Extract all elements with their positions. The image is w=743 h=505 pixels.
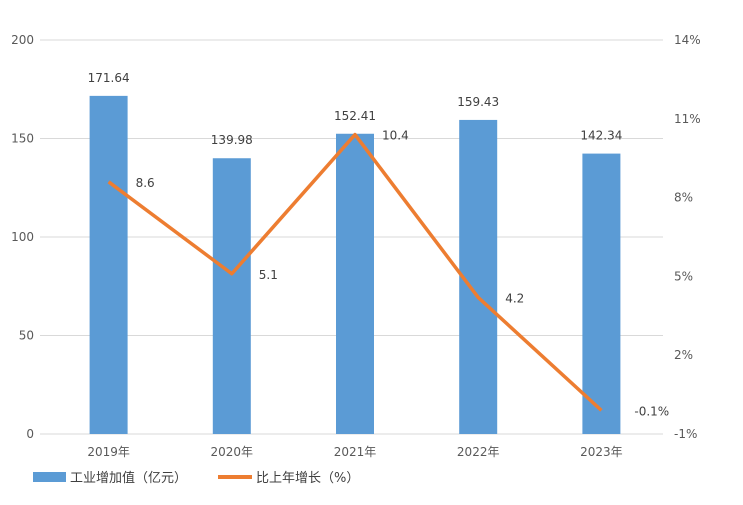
legend-bar-swatch (33, 472, 66, 482)
legend-bar-label: 工业增加值（亿元） (70, 470, 187, 486)
left-axis-tick-label: 0 (26, 427, 34, 441)
right-axis-tick-label: 5% (674, 269, 693, 283)
bar (582, 153, 621, 434)
x-axis-tick-label: 2020年 (211, 445, 254, 459)
bar-data-label: 159.43 (457, 95, 499, 109)
right-axis-tick-label: 8% (674, 191, 693, 205)
x-axis-tick-label: 2019年 (87, 445, 130, 459)
bar (459, 119, 498, 434)
line-data-label: 10.4 (382, 129, 409, 143)
line-data-label: -0.1% (634, 404, 669, 418)
left-axis-tick-label: 50 (19, 329, 34, 343)
bar-data-label: 142.34 (580, 129, 622, 143)
legend-line-label: 比上年增长（%） (256, 471, 359, 486)
x-axis-tick-label: 2021年 (334, 445, 377, 459)
bar-data-label: 171.64 (88, 71, 130, 85)
bar (89, 95, 128, 434)
left-axis-tick-label: 150 (11, 132, 34, 146)
line-data-label: 8.6 (136, 176, 155, 190)
left-axis-tick-label: 100 (11, 230, 34, 244)
right-axis-tick-label: 2% (674, 348, 693, 362)
right-axis-tick-label: 14% (674, 33, 701, 47)
bar-data-label: 139.98 (211, 133, 253, 147)
line-data-label: 4.2 (505, 291, 524, 305)
line-series (107, 132, 603, 412)
line-data-label: 5.1 (259, 268, 278, 282)
bar (336, 133, 374, 434)
right-axis-tick-label: 11% (674, 112, 701, 126)
x-axis-tick-label: 2023年 (580, 445, 623, 459)
bar-data-label: 152.41 (334, 109, 376, 123)
left-axis-tick-label: 200 (11, 33, 34, 47)
x-axis-tick-label: 2022年 (457, 445, 500, 459)
right-axis-tick-label: -1% (674, 427, 697, 441)
bar (212, 158, 251, 435)
